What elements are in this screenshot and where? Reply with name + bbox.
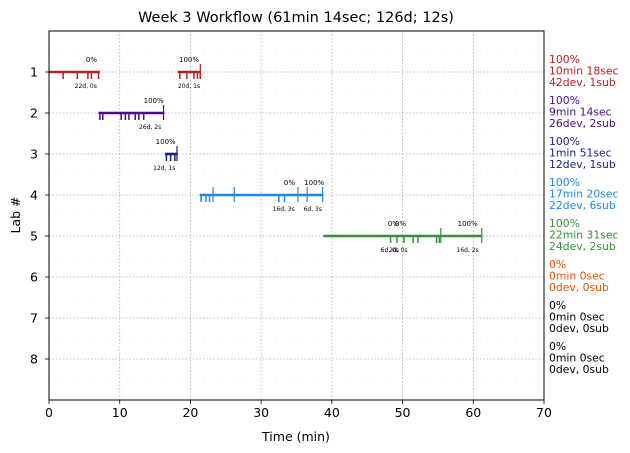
lab-3-summary-line: 12dev, 1sub — [549, 158, 616, 171]
lab-8-summary-line: 0min 0sec — [549, 352, 605, 365]
lab-1-count-label: 22d, 0s — [75, 83, 97, 90]
lab-2-count-label: 26d, 2s — [139, 124, 161, 131]
chart-title: Week 3 Workflow (61min 14sec; 126d; 12s) — [138, 10, 454, 26]
plot-frame — [48, 30, 545, 401]
lab-5-count-label: 6d, 0s — [381, 247, 399, 254]
lab-3-summary-line: 1min 51sec — [549, 147, 612, 160]
lab-7-summary-line: 0% — [549, 299, 566, 312]
axis-ticks: 0 10 20 30 40 50 60 70 1 2 3 4 5 6 7 8 — [30, 65, 552, 421]
lab-6-summary-line: 0dev, 0sub — [549, 281, 609, 294]
lab-1-summary-line: 10min 18sec — [549, 65, 619, 78]
lab-4-summary-line: 100% — [549, 176, 580, 189]
lab-5-count-label: 16d, 2s — [457, 247, 479, 254]
lab-3-count-label: 12d, 1s — [153, 165, 175, 172]
lab-2-summary-line: 26dev, 2sub — [549, 117, 616, 130]
lab-4-summary-line: 17min 20sec — [549, 188, 619, 201]
lab-1-summary-line: 100% — [549, 53, 580, 66]
lab-lane-2: 100% 26d, 2s — [98, 97, 165, 131]
grid-lines — [48, 31, 545, 400]
lab-1-count-label: 20d, 1s — [178, 83, 200, 90]
lab-4-summary-line: 22dev, 6sub — [549, 199, 616, 212]
lab-5-percent-label: 0% — [388, 220, 399, 228]
x-axis-label: Time (min) — [261, 429, 330, 444]
lab-1-summary-line: 42dev, 1sub — [549, 76, 616, 89]
y-tick-label: 2 — [30, 106, 38, 121]
y-tick-label: 7 — [30, 311, 38, 326]
lab-5-count-label: 2d, 0s — [389, 247, 407, 254]
lab-4-count-label: 16d, 3s — [273, 206, 295, 213]
lab-8-summary-line: 0dev, 0sub — [549, 363, 609, 376]
lab-lanes: 0% 100% 22d, 0s 20d, 1s 100% 26d, 2s 100% 12d, … — [49, 56, 483, 254]
lab-2-percent-label: 100% — [144, 97, 164, 105]
lab-6-summary-line: 0% — [549, 258, 566, 271]
lab-lane-3: 100% 12d, 1s — [153, 138, 178, 172]
lab-7-summary-line: 0min 0sec — [549, 311, 605, 324]
lab-3-summary-line: 100% — [549, 135, 580, 148]
lab-5-summary-line: 22min 31sec — [549, 229, 619, 242]
lab-5-percent-label: 100% — [458, 220, 478, 228]
x-tick-label: 0 — [45, 405, 53, 420]
y-tick-label: 4 — [30, 188, 38, 203]
lab-lane-1: 0% 100% 22d, 0s 20d, 1s — [49, 56, 202, 90]
y-tick-label: 8 — [30, 352, 38, 367]
lab-4-percent-label: 0% — [284, 179, 295, 187]
x-tick-label: 20 — [182, 405, 198, 420]
lab-4-count-label: 6d, 3s — [304, 206, 322, 213]
y-axis-label: Lab # — [8, 196, 23, 233]
lab-1-percent-label: 0% — [86, 56, 97, 64]
lab-3-percent-label: 100% — [156, 138, 176, 146]
lab-5-summary-line: 24dev, 2sub — [549, 240, 616, 253]
lab-6-summary-line: 0min 0sec — [549, 270, 605, 283]
y-tick-label: 3 — [30, 147, 38, 162]
lab-2-summary-line: 9min 14sec — [549, 106, 612, 119]
y-tick-label: 1 — [30, 65, 38, 80]
x-tick-label: 70 — [536, 405, 552, 420]
lab-7-summary-line: 0dev, 0sub — [549, 322, 609, 335]
lab-4-percent-label: 100% — [304, 179, 324, 187]
x-tick-label: 60 — [465, 405, 481, 420]
x-tick-label: 40 — [324, 405, 340, 420]
y-tick-label: 6 — [30, 270, 38, 285]
x-tick-label: 30 — [253, 405, 269, 420]
x-tick-label: 50 — [395, 405, 411, 420]
lab-5-summary-line: 100% — [549, 217, 580, 230]
lab-1-percent-label: 100% — [179, 56, 199, 64]
lab-lane-4: 0% 100% 16d, 3s 6d, 3s — [199, 179, 325, 213]
lab-2-summary-line: 100% — [549, 94, 580, 107]
lab-5-percent-label: 0% — [395, 220, 406, 228]
lab-8-summary-line: 0% — [549, 340, 566, 353]
x-tick-label: 10 — [112, 405, 128, 420]
y-tick-label: 5 — [30, 229, 38, 244]
